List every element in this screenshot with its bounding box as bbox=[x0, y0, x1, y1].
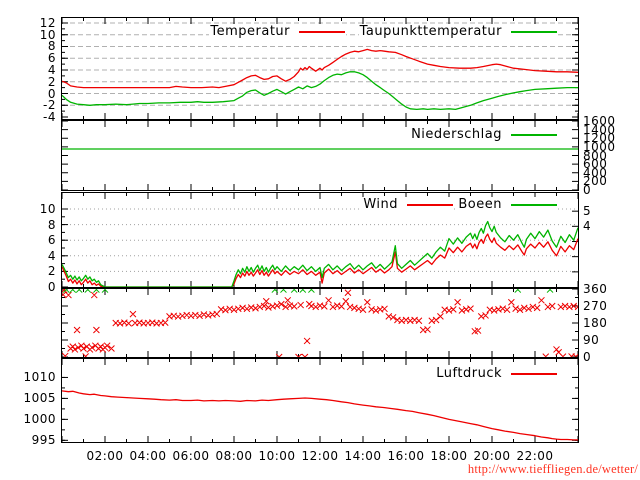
ytick-label-temperatur-0: 0 bbox=[47, 87, 56, 101]
legend-label: Niederschlag bbox=[411, 127, 502, 142]
series-luftdruck bbox=[61, 390, 578, 441]
series-wind bbox=[61, 233, 579, 288]
panel-niederschlag bbox=[61, 120, 579, 191]
legend-label: Luftdruck bbox=[436, 366, 502, 381]
ytick-label-niederschlag-400: 400 bbox=[583, 166, 608, 180]
ytick-label-windrichtung-360: 360 bbox=[583, 282, 608, 296]
legend-line-sample-icon bbox=[407, 203, 453, 206]
ytick-label-temperatur-10: 10 bbox=[39, 28, 56, 42]
panel-border-windrichtung bbox=[61, 288, 579, 358]
ytick-label-wind-0: 0 bbox=[47, 280, 56, 294]
ytick-label-windrichtung-270: 270 bbox=[583, 299, 608, 313]
legend-label: Wind bbox=[363, 197, 398, 212]
legend-line-sample-icon bbox=[511, 133, 557, 136]
series-taupunkttemperatur bbox=[61, 71, 578, 111]
legend-label: Taupunkttemperatur bbox=[359, 24, 502, 39]
ytick-label-niederschlag-1200: 1200 bbox=[583, 131, 616, 145]
legend-niederschlag-1: Niederschlag bbox=[410, 127, 558, 142]
legend-line-sample-icon bbox=[511, 30, 557, 33]
xtick-label-14:00: 14:00 bbox=[344, 449, 382, 463]
ytick-label-wind-4: 4 bbox=[583, 219, 592, 233]
panel-border-wind bbox=[61, 192, 579, 288]
scatter-windrichtung-calm bbox=[62, 288, 554, 293]
series-boeen bbox=[61, 220, 579, 288]
ytick-label-niederschlag-200: 200 bbox=[583, 174, 608, 188]
ytick-label-wind-4: 4 bbox=[47, 249, 56, 263]
legend-temperatur-2: Taupunkttemperatur bbox=[358, 24, 558, 39]
legend-label: Temperatur bbox=[210, 24, 290, 39]
ytick-label-temperatur-2: 2 bbox=[47, 75, 56, 89]
xtick-label-06:00: 06:00 bbox=[172, 449, 210, 463]
xtick-label-04:00: 04:00 bbox=[129, 449, 167, 463]
ytick-label-luftdruck-1005: 1005 bbox=[23, 391, 56, 405]
panel-border-niederschlag bbox=[61, 120, 579, 191]
ytick-label-windrichtung-0: 0 bbox=[583, 350, 592, 364]
legend-luftdruck-1: Luftdruck bbox=[435, 366, 558, 381]
panel-wind bbox=[61, 192, 579, 288]
panel-border-temperatur bbox=[61, 17, 579, 120]
legend-wind-1: Wind bbox=[362, 197, 454, 212]
ytick-label-wind-5: 5 bbox=[583, 204, 592, 218]
source-url-watermark: http://www.tieffliegen.de/wetter/ bbox=[467, 462, 638, 476]
xtick-label-20:00: 20:00 bbox=[473, 449, 511, 463]
ytick-label-temperatur--2: -2 bbox=[43, 98, 56, 112]
ytick-label-luftdruck-1000: 1000 bbox=[23, 412, 56, 426]
ytick-label-luftdruck-1010: 1010 bbox=[23, 370, 56, 384]
legend-line-sample-icon bbox=[299, 30, 345, 33]
xtick-label-16:00: 16:00 bbox=[387, 449, 425, 463]
xtick-label-12:00: 12:00 bbox=[301, 449, 339, 463]
panel-border-luftdruck bbox=[61, 358, 579, 443]
xtick-label-10:00: 10:00 bbox=[258, 449, 296, 463]
ytick-label-temperatur-4: 4 bbox=[47, 63, 56, 77]
ytick-label-temperatur--4: -4 bbox=[43, 110, 56, 124]
ytick-label-temperatur-8: 8 bbox=[47, 39, 56, 53]
ytick-label-niederschlag-800: 800 bbox=[583, 149, 608, 163]
legend-wind-2: Boeen bbox=[457, 197, 558, 212]
panel-luftdruck bbox=[61, 358, 579, 443]
ytick-label-niederschlag-600: 600 bbox=[583, 157, 608, 171]
xtick-label-02:00: 02:00 bbox=[86, 449, 124, 463]
legend-temperatur-1: Temperatur bbox=[209, 24, 346, 39]
series-temperatur bbox=[61, 48, 579, 89]
ytick-label-temperatur-6: 6 bbox=[47, 51, 56, 65]
ytick-label-wind-10: 10 bbox=[39, 202, 56, 216]
legend-line-sample-icon bbox=[511, 203, 557, 206]
scatter-windrichtung bbox=[61, 288, 579, 358]
ytick-label-niederschlag-1000: 1000 bbox=[583, 140, 616, 154]
legend-label: Boeen bbox=[458, 197, 502, 212]
ytick-label-niederschlag-1400: 1400 bbox=[583, 123, 616, 137]
ytick-label-windrichtung-90: 90 bbox=[583, 333, 600, 347]
ytick-label-niederschlag-1600: 1600 bbox=[583, 114, 616, 128]
ytick-label-luftdruck-995: 995 bbox=[31, 433, 56, 447]
xtick-label-18:00: 18:00 bbox=[430, 449, 468, 463]
ytick-label-niederschlag-0: 0 bbox=[583, 183, 592, 197]
xtick-label-22:00: 22:00 bbox=[516, 449, 554, 463]
ytick-label-wind-8: 8 bbox=[47, 218, 56, 232]
ytick-label-temperatur-12: 12 bbox=[39, 16, 56, 30]
ytick-label-windrichtung-180: 180 bbox=[583, 316, 608, 330]
panel-windrichtung bbox=[61, 288, 579, 358]
xtick-label-08:00: 08:00 bbox=[215, 449, 253, 463]
legend-line-sample-icon bbox=[511, 372, 557, 375]
ytick-label-wind-6: 6 bbox=[47, 233, 56, 247]
ytick-label-wind-2: 2 bbox=[47, 264, 56, 278]
